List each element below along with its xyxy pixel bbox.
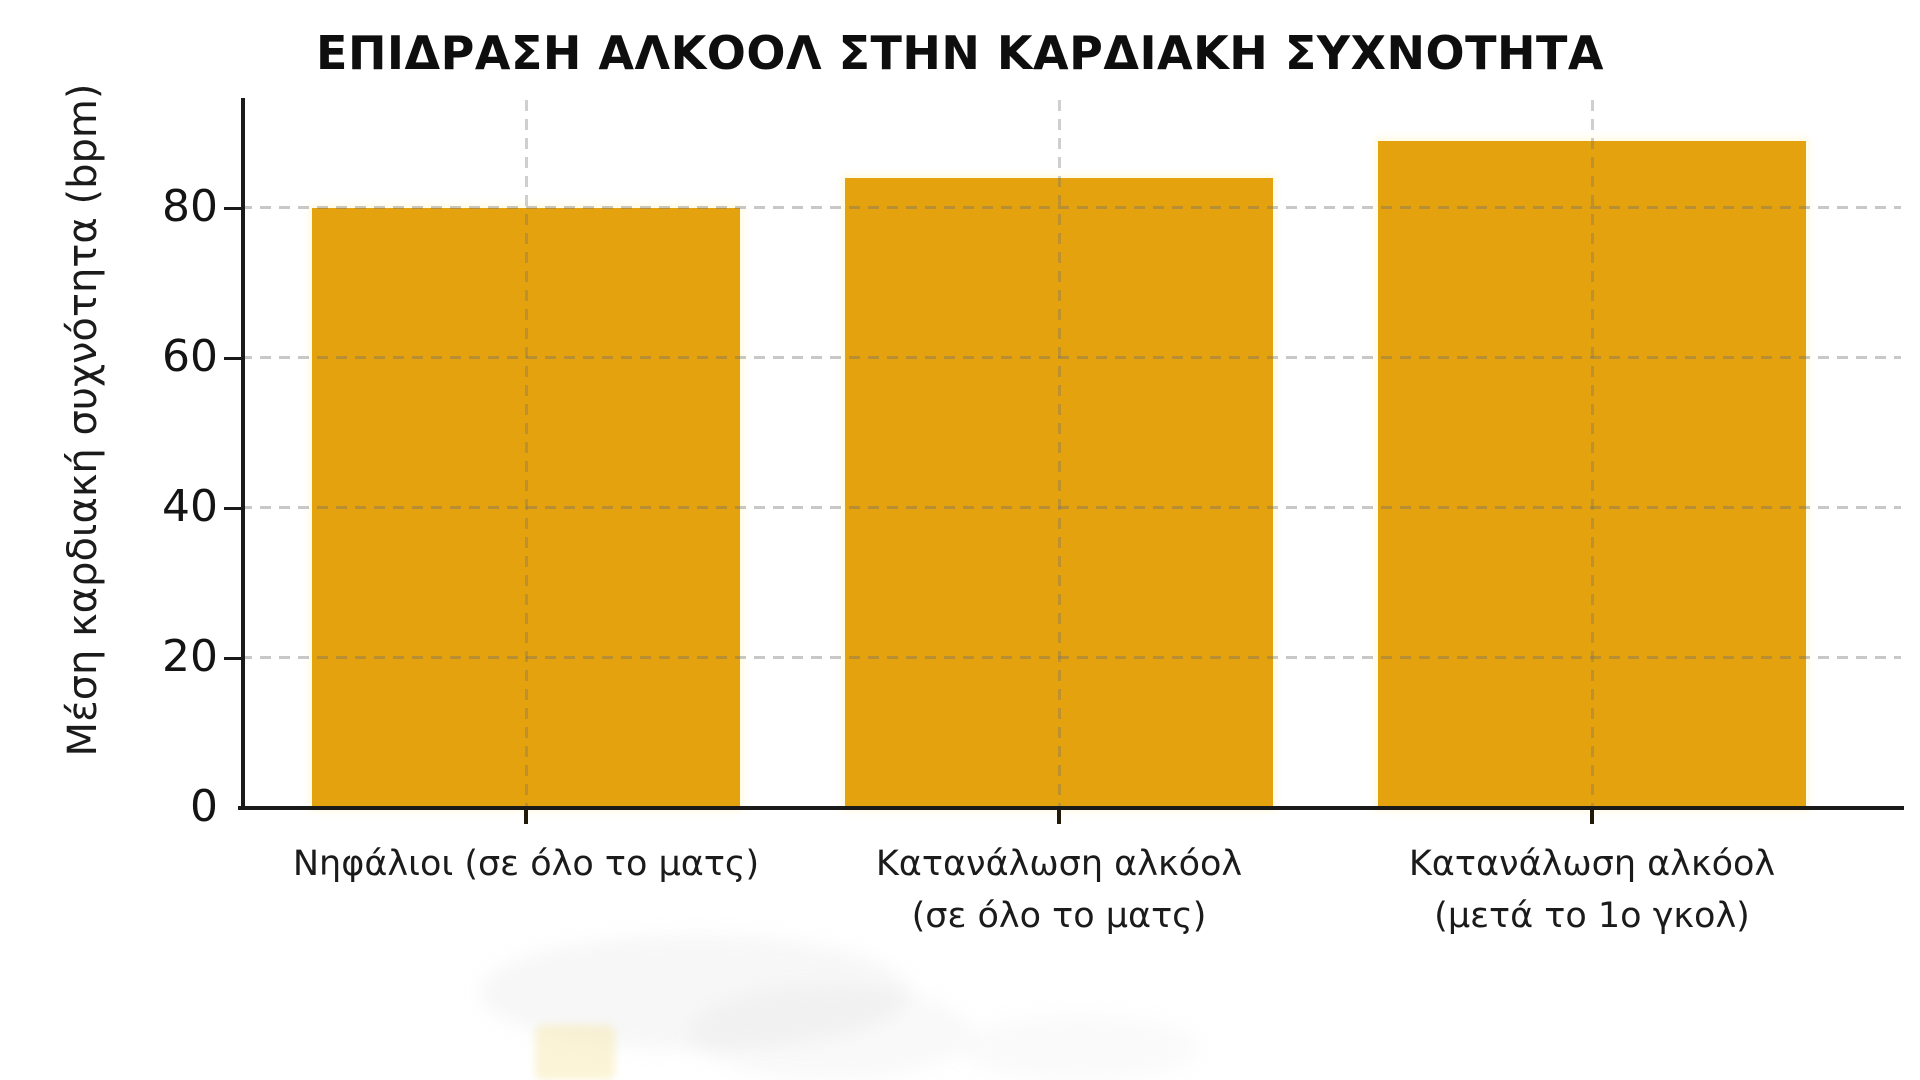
background-smudge — [690, 985, 970, 1080]
category-label-line: (μετά το 1ο γκολ) — [1434, 896, 1750, 936]
y-axis-tick — [224, 357, 241, 360]
chart-title: ΕΠΙΔΡΑΣΗ ΑΛΚΟΟΛ ΣΤΗΝ ΚΑΡΔΙΑΚΗ ΣΥΧΝΟΤΗΤΑ — [316, 26, 1604, 80]
y-tick-label: 60 — [162, 331, 218, 382]
vertical-gridline — [525, 100, 528, 808]
y-axis-tick — [224, 207, 241, 210]
y-axis-tick — [224, 657, 241, 660]
y-tick-label: 20 — [162, 631, 218, 682]
y-axis-label: Μέση καρδιακή συχνότητα (bpm) — [60, 83, 106, 757]
y-tick-label: 80 — [162, 181, 218, 232]
background-smudge — [960, 1015, 1200, 1080]
background-smudge — [535, 1025, 615, 1080]
x-axis-tick — [1590, 810, 1594, 824]
bar-3 — [1378, 141, 1806, 808]
category-label-line: Κατανάλωση αλκόολ — [1408, 844, 1776, 884]
vertical-gridline — [1058, 100, 1061, 808]
background-smudge — [480, 935, 910, 1050]
category-label-1: Νηφάλιοι (σε όλο το ματς) — [216, 838, 836, 890]
x-axis-tick — [524, 810, 528, 824]
category-label-line: (σε όλο το ματς) — [911, 896, 1207, 936]
horizontal-gridline — [241, 356, 1901, 359]
category-label-2: Κατανάλωση αλκόολ (σε όλο το ματς) — [749, 838, 1369, 942]
plot-area — [241, 100, 1901, 808]
horizontal-gridline — [241, 206, 1901, 209]
category-label-line: Κατανάλωση αλκόολ — [875, 844, 1243, 884]
bar-2 — [845, 178, 1273, 808]
category-label-3: Κατανάλωση αλκόολ (μετά το 1ο γκολ) — [1282, 838, 1902, 942]
y-axis-line — [241, 98, 245, 810]
y-tick-label: 40 — [162, 481, 218, 532]
horizontal-gridline — [241, 656, 1901, 659]
category-label-line: Νηφάλιοι (σε όλο το ματς) — [292, 844, 760, 884]
bar-1 — [312, 208, 740, 808]
y-axis-tick — [224, 507, 241, 510]
vertical-gridline — [1591, 100, 1594, 808]
horizontal-gridline — [241, 506, 1901, 509]
x-axis-tick — [1057, 810, 1061, 824]
y-tick-label: 0 — [190, 781, 218, 832]
x-axis-line — [238, 806, 1904, 810]
